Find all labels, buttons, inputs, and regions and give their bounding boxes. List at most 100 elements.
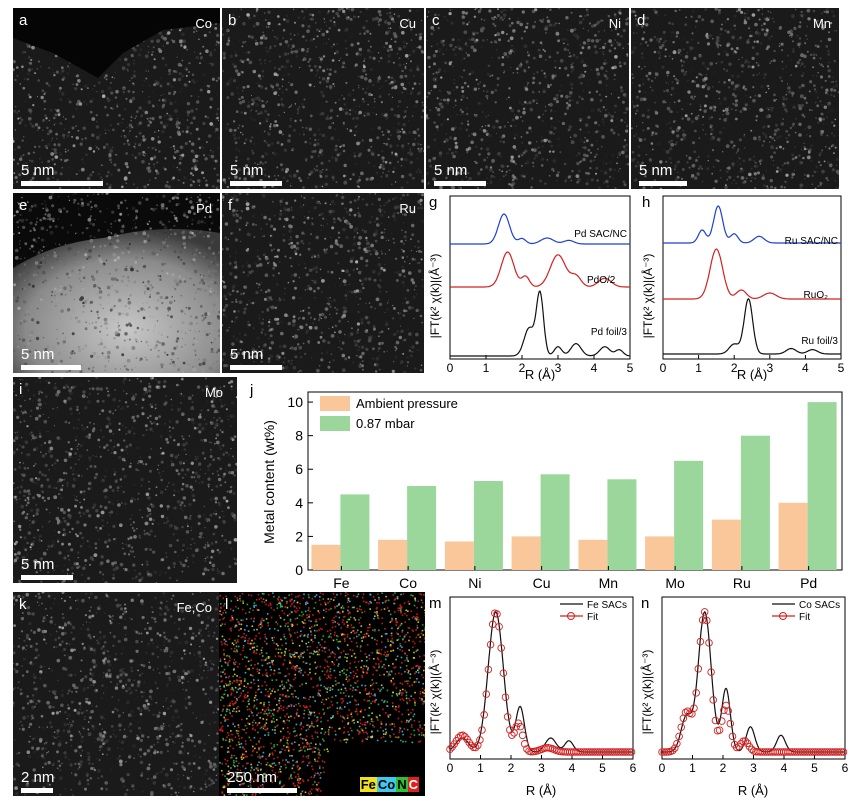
x-axis-label: R (Å) [737, 367, 767, 381]
scale-bar [639, 181, 687, 186]
fit-markers [446, 609, 636, 756]
fit-point [625, 748, 634, 756]
x-axis-label: R (Å) [525, 367, 555, 381]
plot-frame [661, 596, 846, 760]
y-tick-label: 6 [295, 461, 303, 477]
fit-point [692, 689, 700, 697]
fit-point [745, 742, 754, 751]
x-tick-label: 3 [538, 761, 545, 775]
x-axis-label: R (Å) [526, 783, 556, 798]
bar-co-mbar [407, 486, 437, 570]
bar-cu-mbar [540, 474, 570, 570]
fit-point [446, 745, 454, 753]
scale-bar [230, 181, 282, 186]
fit-point [474, 741, 482, 750]
x-tick-label: 1 [695, 361, 702, 375]
exafs-panel-g: g |FT(k² χ(k)|(Å⁻³) 0 1 2 3 4 5 Pd SAC/NC PdO… [427, 194, 634, 381]
fit-point [835, 748, 843, 756]
fit-point [839, 748, 848, 756]
x-tick-label: 6 [630, 761, 637, 775]
x-tick-label: 1 [477, 761, 484, 775]
dark-vacuum-region [13, 8, 220, 78]
legend-marker-fit [567, 612, 575, 620]
legend-swatch-ambient [320, 396, 350, 411]
x-axis-label: R (Å) [738, 783, 768, 798]
fit-point [741, 737, 750, 745]
legend-label-data: Fe SACs [587, 600, 627, 611]
fit-point [726, 719, 735, 728]
fit-point [482, 690, 491, 698]
panel-label-h: h [642, 194, 650, 211]
x-tick-label: 4 [802, 361, 809, 375]
fit-point [493, 610, 501, 618]
micrograph-d: d Mn 5 nm [631, 8, 839, 189]
scale-bar-text: 2 nm [21, 769, 55, 786]
plot-frame [662, 195, 842, 360]
fit-point [747, 745, 756, 754]
panel-label-l: l [225, 596, 229, 613]
micrograph-k-image [13, 592, 220, 796]
curve-label-ruo2: RuO₂ [804, 290, 829, 301]
fit-point [518, 731, 527, 740]
bar-ni-ambient [444, 541, 474, 570]
eds-legend: Fe Co N C [359, 777, 419, 792]
scale-bar-text: 5 nm [21, 346, 55, 363]
curve-label-ru-sac-nc: Ru SAC/NC [785, 236, 838, 247]
x-tick-label: 5 [599, 761, 606, 775]
x-tick-label: 3 [555, 361, 562, 375]
fit-point [501, 693, 510, 701]
scale-bar [227, 788, 297, 793]
curve-label-ru-foil: Ru foil/3 [801, 336, 838, 347]
x-tick-label: 2 [720, 761, 727, 775]
curve-pdo [450, 251, 630, 288]
fit-point [478, 726, 486, 734]
bar-chart-j: j Metal content (wt%) 0 2 4 6 8 10 Fe Co Ni Cu Mn… [249, 382, 843, 590]
scale-bar-text: 5 nm [230, 346, 264, 363]
x-tick-label: 2 [731, 361, 738, 375]
fit-point [705, 639, 713, 647]
fit-point [709, 696, 717, 704]
fit-point [499, 669, 508, 677]
x-tick-label: 0 [447, 361, 454, 375]
y-tick-label: 0 [295, 562, 303, 578]
fit-point [508, 731, 516, 739]
y-tick-label: 10 [287, 394, 303, 410]
fit-point [486, 640, 495, 649]
fit-point [696, 637, 705, 646]
fit-point [503, 713, 512, 721]
bar-pd-mbar [807, 402, 837, 570]
scale-bar-text: 5 nm [21, 556, 55, 573]
plot-frame [307, 391, 843, 571]
micrograph-c: c Ni 5 nm [426, 8, 629, 189]
x-tick-label: 0 [447, 761, 454, 775]
fit-point [694, 665, 703, 673]
element-label-cu: Cu [399, 16, 416, 31]
x-tick-label: Mo [665, 575, 685, 590]
y-axis-label: |FT(k² χ(k)|(Å⁻³) [427, 650, 442, 735]
x-tick-label: Pd [800, 575, 817, 590]
y-axis-label: Metal content (wt%) [261, 420, 277, 544]
fit-point [683, 707, 692, 715]
x-tick-label: Mn [599, 575, 618, 590]
x-tick-label: 3 [766, 361, 773, 375]
fit-point [720, 706, 728, 714]
fit-point [523, 745, 531, 753]
fit-point [707, 668, 715, 676]
curve-fe-sacs [449, 611, 633, 753]
x-tick-label: 0 [660, 361, 667, 375]
eds-legend-n: N [396, 777, 408, 792]
fit-point [718, 717, 726, 725]
fit-point [480, 711, 488, 719]
y-axis-label: |FT(k² χ(k)|(Å⁻³) [640, 254, 655, 339]
fit-point [673, 739, 681, 748]
eds-map-l: l 250 nm Fe Co N C [219, 592, 425, 796]
panel-label-m: m [429, 595, 442, 612]
bar-mo-mbar [674, 460, 704, 570]
scale-bar [230, 365, 282, 370]
y-axis-label: |FT(k² χ(k)|(Å⁻³) [427, 254, 442, 339]
element-label-co: Co [195, 16, 212, 31]
curve-label-pd-sac-nc: Pd SAC/NC [574, 229, 627, 240]
bar-fe-mbar [340, 494, 370, 570]
